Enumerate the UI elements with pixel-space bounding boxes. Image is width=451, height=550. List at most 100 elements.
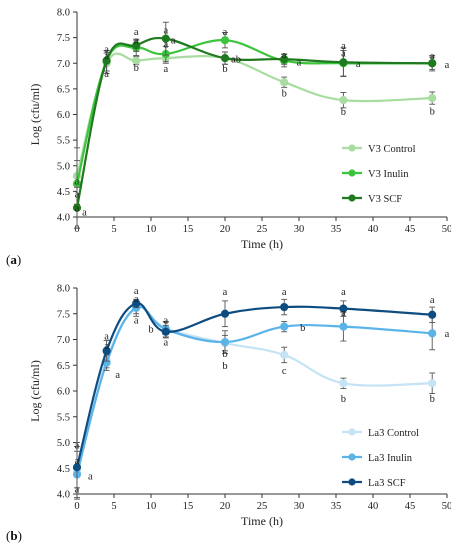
significance-letter: a (163, 338, 168, 349)
data-point (280, 302, 289, 312)
significance-letter: a (104, 51, 109, 62)
significance-letter: a (223, 27, 228, 38)
legend-swatch-marker (348, 428, 356, 436)
y-tick-label: 5.5 (57, 412, 70, 423)
series-la3-inulin (72, 300, 437, 499)
significance-letter: b (222, 349, 227, 360)
legend-label: V3 Control (368, 144, 416, 155)
significance-letter: a (104, 44, 109, 55)
y-tick-label: 4.0 (57, 490, 70, 501)
x-tick-label: 10 (146, 224, 157, 235)
significance-letter: b (341, 107, 346, 118)
significance-letter: b (134, 63, 139, 74)
legend-label: V3 Inulin (368, 169, 409, 180)
x-axis-label: Time (h) (241, 514, 283, 528)
y-tick-label: 4.5 (57, 187, 70, 198)
significance-letter: ab (231, 55, 241, 66)
significance-letter: a (75, 484, 80, 495)
x-tick-label: 40 (368, 501, 379, 512)
series-v3-control (72, 51, 437, 205)
x-tick-label: 25 (257, 501, 268, 512)
series-line (75, 52, 433, 177)
significance-letter: a (88, 471, 93, 482)
legend-label: V3 SCF (368, 194, 402, 205)
legend-swatch-marker (348, 478, 356, 486)
y-tick-label: 6.5 (57, 84, 70, 95)
data-point (280, 350, 289, 360)
significance-letter: a (163, 315, 168, 326)
significance-letter: a (104, 69, 109, 80)
data-point (132, 299, 141, 308)
data-point (339, 58, 348, 67)
significance-letter: a (171, 36, 176, 47)
x-tick-label: 20 (220, 501, 231, 512)
significance-letter: a (341, 41, 346, 52)
data-point (339, 322, 348, 331)
significance-letter: a (134, 36, 139, 47)
significance-letter: b (148, 325, 153, 336)
significance-letter: a (75, 441, 80, 452)
significance-letter: b (430, 394, 435, 405)
series-la3-control (72, 300, 437, 500)
panel-a: 4.0 4.5 5.0 5.5 6.0 6.5 7.0 7.5 8.0 0 5 10 15 20 25 30 3… (6, 8, 451, 268)
significance-letter: a (75, 189, 80, 200)
significance-letter: a (282, 287, 287, 298)
data-point (132, 41, 141, 50)
significance-letter: b (341, 394, 346, 405)
legend-swatch-marker (348, 453, 356, 461)
series-line (75, 305, 433, 475)
significance-letter: a (445, 60, 450, 71)
significance-letter: a (134, 27, 139, 38)
x-tick-label: 5 (111, 501, 116, 512)
y-tick-label: 7.5 (57, 309, 70, 320)
significance-letter: a (134, 294, 139, 305)
legend: V3 Control V3 Inulin V3 SCF (342, 144, 416, 205)
data-point (102, 346, 111, 355)
significance-letter: a (430, 295, 435, 306)
significance-letter: a (163, 39, 168, 50)
x-tick-label: 15 (183, 501, 194, 512)
y-tick-label: 8.0 (57, 8, 70, 19)
data-point (339, 304, 348, 313)
significance-letter: a (134, 315, 139, 326)
legend-label: La3 Control (368, 428, 419, 439)
data-point (280, 78, 289, 87)
data-point (161, 34, 170, 43)
x-tick-label: 0 (74, 224, 79, 235)
data-point (161, 327, 170, 336)
panel-label: (b) (6, 528, 22, 543)
x-axis-label: Time (h) (241, 237, 283, 251)
y-tick-label: 5.0 (57, 438, 70, 449)
y-tick-label: 4.0 (57, 213, 70, 224)
panel-letter: b (10, 528, 17, 543)
data-point (428, 59, 437, 68)
panel-b: 4.0 4.5 5.0 5.5 6.0 6.5 7.0 7.5 8.0 0 5 10 15 20 25 30 3… (6, 284, 451, 544)
y-tick-label: 8.0 (57, 284, 70, 295)
x-tick-label: 50 (442, 501, 451, 512)
legend-swatch-marker (348, 144, 356, 152)
significance-letter: b (300, 323, 305, 334)
y-axis-label: Log (cfu/ml) (28, 84, 42, 146)
significance-letter: a (356, 59, 361, 70)
data-point (102, 56, 111, 65)
data-point (72, 203, 82, 212)
legend-swatch-marker (348, 194, 356, 202)
panel-label: (a) (6, 252, 21, 267)
x-tick-label: 30 (294, 501, 305, 512)
data-point (220, 54, 230, 63)
legend-swatch-marker (348, 169, 356, 177)
x-tick-label: 45 (405, 501, 416, 512)
significance-letter: a (163, 25, 168, 36)
data-point (220, 36, 230, 45)
significance-letter: a (104, 331, 109, 342)
x-tick-label: 20 (220, 224, 231, 235)
x-tick-label: 40 (368, 224, 379, 235)
data-point (428, 329, 437, 338)
x-tick-label: 25 (257, 224, 268, 235)
significance-letter: b (222, 361, 227, 372)
y-tick-label: 4.5 (57, 464, 70, 475)
x-tick-label: 35 (331, 501, 342, 512)
legend-label: La3 SCF (368, 478, 406, 489)
series-v3-scf (72, 21, 437, 229)
